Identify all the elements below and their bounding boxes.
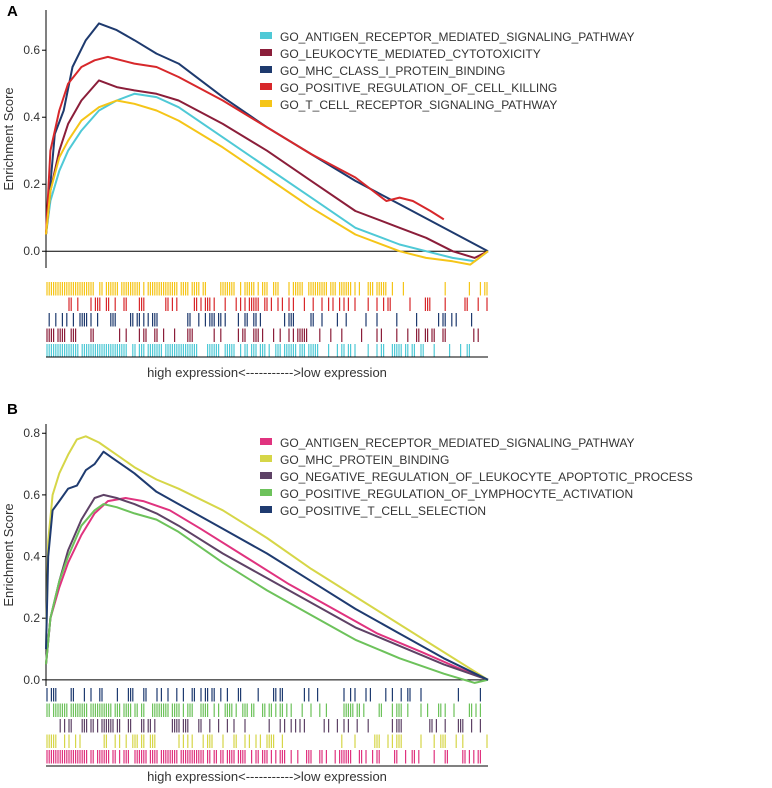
x-axis-label: high expression<----------->low expressi… [147, 365, 387, 380]
panel-label: A [7, 3, 18, 20]
legend-swatch [260, 83, 272, 90]
legend-label: GO_LEUKOCYTE_MEDIATED_CYTOTOXICITY [280, 47, 541, 61]
series-line [45, 99, 489, 266]
legend-swatch [260, 32, 272, 39]
legend-swatch [260, 438, 272, 445]
series-line [45, 450, 489, 681]
legend-swatch [260, 506, 272, 513]
y-tick-label: 0.6 [23, 488, 40, 502]
series-line [45, 493, 489, 681]
y-tick-label: 0.8 [23, 426, 40, 440]
series-line [45, 79, 489, 259]
legend-swatch [260, 455, 272, 462]
legend-label: GO_T_CELL_RECEPTOR_SIGNALING_PATHWAY [280, 98, 557, 112]
y-tick-label: 0.4 [23, 110, 40, 124]
legend-swatch [260, 100, 272, 107]
legend-label: GO_POSITIVE_REGULATION_OF_LYMPHOCYTE_ACT… [280, 487, 633, 501]
legend-swatch [260, 489, 272, 496]
legend-label: GO_MHC_PROTEIN_BINDING [280, 453, 449, 467]
legend-label: GO_ANTIGEN_RECEPTOR_MEDIATED_SIGNALING_P… [280, 436, 635, 450]
legend-swatch [260, 49, 272, 56]
panel-a: A 0.0 0.2 0.4 0.6 Enrichment Score GO_ANTIGEN_… [1, 3, 635, 380]
y-tick-label: 0.2 [23, 611, 40, 625]
legend-label: GO_NEGATIVE_REGULATION_OF_LEUKOCYTE_APOP… [280, 470, 693, 484]
legend-swatch [260, 472, 272, 479]
y-tick-label: 0.0 [23, 673, 40, 687]
y-axis-label: Enrichment Score [1, 503, 16, 606]
series-line [45, 503, 489, 684]
y-tick-label: 0.4 [23, 550, 40, 564]
panel-label: B [7, 401, 18, 418]
legend-swatch [260, 66, 272, 73]
legend-label: GO_POSITIVE_REGULATION_OF_CELL_KILLING [280, 81, 557, 95]
y-tick-label: 0.2 [23, 177, 40, 191]
legend-label: GO_MHC_CLASS_I_PROTEIN_BINDING [280, 64, 505, 78]
series-line [45, 435, 489, 681]
series-line [45, 55, 445, 235]
series-line [45, 92, 489, 263]
y-axis-label: Enrichment Score [1, 87, 16, 190]
legend-label: GO_POSITIVE_T_CELL_SELECTION [280, 504, 486, 518]
x-axis-label: high expression<----------->low expressi… [147, 769, 387, 784]
y-tick-label: 0.6 [23, 43, 40, 57]
y-tick-label: 0.0 [23, 244, 40, 258]
legend-label: GO_ANTIGEN_RECEPTOR_MEDIATED_SIGNALING_P… [280, 30, 635, 44]
series-line [45, 22, 489, 253]
panel-b: B 0.0 0.2 0.4 0.6 0.8 Enrichment Score GO_ANTIG… [1, 401, 693, 784]
series-line [45, 497, 489, 681]
